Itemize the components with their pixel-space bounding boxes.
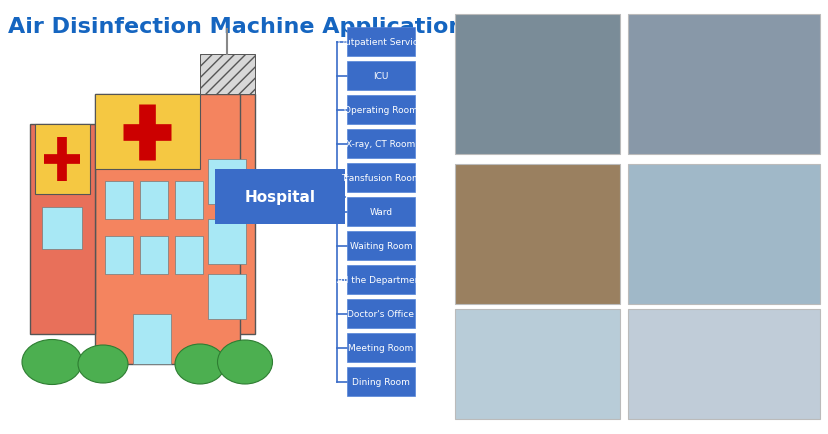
FancyBboxPatch shape [132, 314, 171, 364]
FancyBboxPatch shape [347, 299, 415, 328]
FancyBboxPatch shape [455, 15, 619, 155]
FancyBboxPatch shape [105, 237, 132, 274]
Text: X-ray, CT Room: X-ray, CT Room [346, 140, 415, 149]
FancyBboxPatch shape [35, 125, 90, 194]
FancyBboxPatch shape [347, 265, 415, 294]
FancyBboxPatch shape [30, 125, 95, 334]
Text: Doctor's Office: Doctor's Office [347, 309, 414, 318]
FancyBboxPatch shape [347, 367, 415, 396]
FancyBboxPatch shape [628, 164, 819, 304]
FancyBboxPatch shape [455, 164, 619, 304]
FancyBboxPatch shape [140, 237, 168, 274]
FancyBboxPatch shape [42, 207, 82, 250]
Text: Dining Room: Dining Room [352, 377, 409, 386]
FancyBboxPatch shape [347, 96, 415, 125]
Polygon shape [200, 55, 255, 95]
Text: Transfusion Room: Transfusion Room [341, 174, 421, 183]
FancyBboxPatch shape [200, 95, 255, 334]
FancyBboxPatch shape [455, 309, 619, 419]
FancyBboxPatch shape [208, 220, 246, 264]
Text: Air Disinfection Machine Application: Air Disinfection Machine Application [8, 17, 464, 37]
FancyBboxPatch shape [214, 170, 344, 224]
FancyBboxPatch shape [347, 28, 415, 57]
Text: Hospital: Hospital [244, 190, 315, 205]
FancyBboxPatch shape [175, 181, 203, 220]
Ellipse shape [175, 344, 224, 384]
Text: ICU: ICU [373, 72, 388, 81]
Ellipse shape [78, 345, 128, 383]
FancyBboxPatch shape [628, 15, 819, 155]
Text: Waiting Room: Waiting Room [349, 241, 412, 250]
Text: Operating Room: Operating Room [344, 106, 417, 115]
FancyBboxPatch shape [347, 130, 415, 159]
Text: Outpatient Service: Outpatient Service [338, 38, 423, 47]
FancyBboxPatch shape [347, 333, 415, 362]
FancyBboxPatch shape [140, 181, 168, 220]
Text: Meeting Room: Meeting Room [348, 343, 413, 352]
Text: Ward: Ward [369, 207, 392, 217]
FancyBboxPatch shape [208, 160, 246, 204]
FancyBboxPatch shape [628, 309, 819, 419]
Ellipse shape [22, 340, 82, 385]
FancyBboxPatch shape [95, 95, 200, 170]
FancyBboxPatch shape [175, 237, 203, 274]
FancyBboxPatch shape [208, 274, 246, 319]
FancyBboxPatch shape [347, 197, 415, 227]
Text: All the Department: All the Department [337, 275, 424, 284]
FancyBboxPatch shape [347, 231, 415, 260]
FancyBboxPatch shape [105, 181, 132, 220]
Ellipse shape [217, 340, 272, 384]
FancyBboxPatch shape [347, 62, 415, 91]
FancyBboxPatch shape [95, 95, 240, 364]
FancyBboxPatch shape [347, 164, 415, 193]
